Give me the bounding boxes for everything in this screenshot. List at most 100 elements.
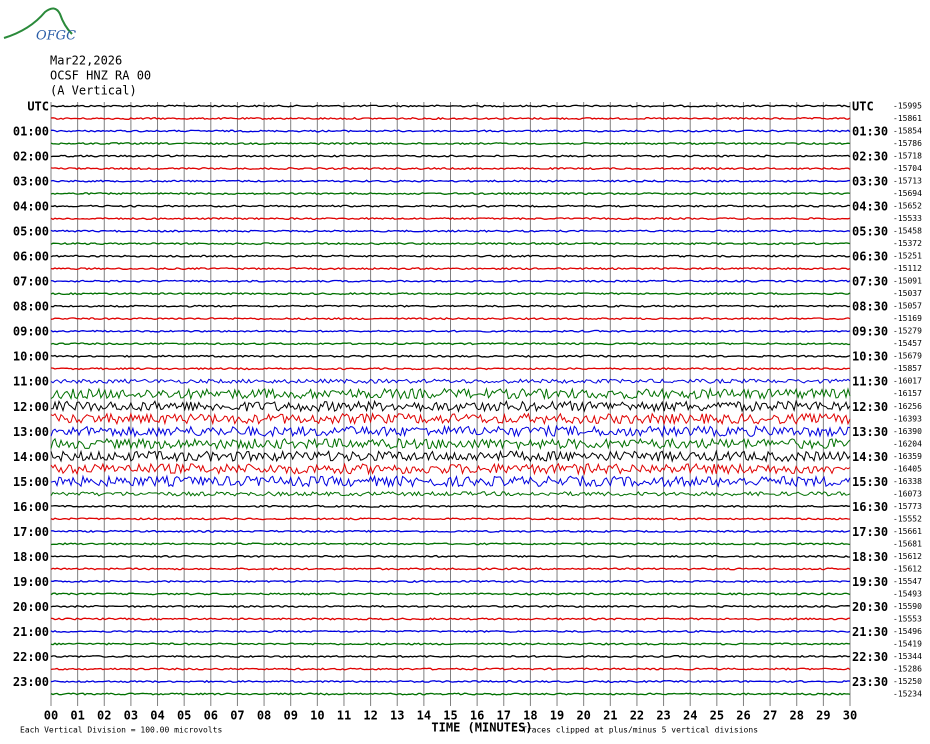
- right-time-label: 11:30: [852, 375, 888, 389]
- header-line: OCSF HNZ RA 00: [50, 69, 151, 83]
- right-time-label: 14:30: [852, 450, 888, 464]
- trace: [50, 192, 851, 196]
- offset-label: -16405: [893, 464, 922, 473]
- right-time-label: 06:30: [852, 250, 888, 264]
- right-time-label: 16:30: [852, 500, 888, 514]
- left-time-label: 12:00: [13, 400, 49, 414]
- x-tick-label: 19: [550, 709, 564, 723]
- offset-label: -15861: [893, 114, 922, 123]
- x-axis-label: TIME (MINUTES): [431, 721, 532, 735]
- x-tick-label: 09: [283, 709, 297, 723]
- trace: [50, 667, 851, 671]
- left-time-label: 02:00: [13, 150, 49, 164]
- trace: [50, 437, 851, 451]
- left-time-label: 23:00: [13, 675, 49, 689]
- trace: [50, 490, 851, 497]
- trace: [50, 229, 851, 233]
- trace: [50, 604, 851, 608]
- left-time-label: 14:00: [13, 450, 49, 464]
- right-time-label: 02:30: [852, 150, 888, 164]
- trace: [50, 554, 850, 558]
- x-tick-label: 28: [790, 709, 804, 723]
- offset-label: -15773: [893, 502, 922, 511]
- x-tick-label: 29: [816, 709, 830, 723]
- trace: [50, 411, 851, 426]
- offset-label: -15493: [893, 589, 922, 598]
- left-time-label: 07:00: [13, 275, 49, 289]
- x-tick-label: 02: [97, 709, 111, 723]
- offset-label: -16390: [893, 427, 922, 436]
- x-tick-label: 08: [257, 709, 271, 723]
- trace: [50, 367, 850, 371]
- right-time-label: 01:30: [852, 125, 888, 139]
- offset-label: -15496: [893, 627, 922, 636]
- offset-label: -15718: [893, 152, 922, 161]
- left-time-label: 15:00: [13, 475, 49, 489]
- offset-label: -15091: [893, 277, 922, 286]
- left-time-label: 08:00: [13, 300, 49, 314]
- x-tick-label: 15: [443, 709, 457, 723]
- trace: [50, 104, 851, 108]
- offset-label: -15652: [893, 202, 922, 211]
- offset-label: -16393: [893, 414, 922, 423]
- x-tick-label: 30: [843, 709, 857, 723]
- x-tick-label: 06: [204, 709, 218, 723]
- offset-label: -15552: [893, 514, 922, 523]
- trace: [50, 679, 851, 684]
- trace: [51, 129, 851, 133]
- right-time-label: 23:30: [852, 675, 888, 689]
- left-time-label: 17:00: [13, 525, 49, 539]
- trace: [50, 579, 851, 583]
- right-time-label: 03:30: [852, 175, 888, 189]
- x-tick-label: 26: [736, 709, 750, 723]
- offset-label: -15533: [893, 214, 922, 223]
- trace: [50, 217, 851, 221]
- left-time-label: 20:00: [13, 600, 49, 614]
- right-time-label: 08:30: [852, 300, 888, 314]
- trace: [50, 504, 851, 508]
- trace: [50, 154, 851, 158]
- offset-label: -15458: [893, 227, 922, 236]
- trace: [50, 629, 851, 633]
- trace: [50, 399, 851, 413]
- right-time-label: 10:30: [852, 350, 888, 364]
- offset-label: -15251: [893, 252, 922, 261]
- right-time-label: 19:30: [852, 575, 888, 589]
- offset-label: -15854: [893, 127, 922, 136]
- right-time-label: 07:30: [852, 275, 888, 289]
- offset-label: -15169: [893, 314, 922, 323]
- offset-label: -15234: [893, 690, 922, 699]
- x-tick-label: 27: [763, 709, 777, 723]
- trace: [50, 462, 851, 476]
- trace: [50, 474, 851, 489]
- trace: [50, 141, 851, 146]
- offset-label: -15661: [893, 527, 922, 536]
- left-time-label: 19:00: [13, 575, 49, 589]
- trace: [50, 592, 851, 596]
- offset-label: -15457: [893, 339, 922, 348]
- x-tick-label: 01: [70, 709, 84, 723]
- x-tick-label: 00: [44, 709, 58, 723]
- trace: [50, 567, 851, 571]
- offset-label: -15286: [893, 664, 922, 673]
- left-time-label: 09:00: [13, 325, 49, 339]
- trace: [50, 116, 851, 121]
- offset-label: -16256: [893, 402, 922, 411]
- x-tick-label: 24: [683, 709, 697, 723]
- offset-label: -15590: [893, 602, 922, 611]
- left-time-label: 11:00: [13, 375, 49, 389]
- offset-label: -15612: [893, 552, 922, 561]
- trace: [50, 517, 851, 521]
- header-line: (A Vertical): [50, 84, 137, 98]
- trace: [50, 317, 851, 321]
- offset-label: -15372: [893, 239, 922, 248]
- header-line: Mar22,2026: [50, 54, 122, 68]
- trace: [50, 279, 851, 283]
- x-tick-label: 18: [523, 709, 537, 723]
- right-time-label: 04:30: [852, 200, 888, 214]
- left-time-label: 16:00: [13, 500, 49, 514]
- offset-label: -16204: [893, 439, 922, 448]
- offset-label: -15679: [893, 352, 922, 361]
- x-tick-label: 20: [576, 709, 590, 723]
